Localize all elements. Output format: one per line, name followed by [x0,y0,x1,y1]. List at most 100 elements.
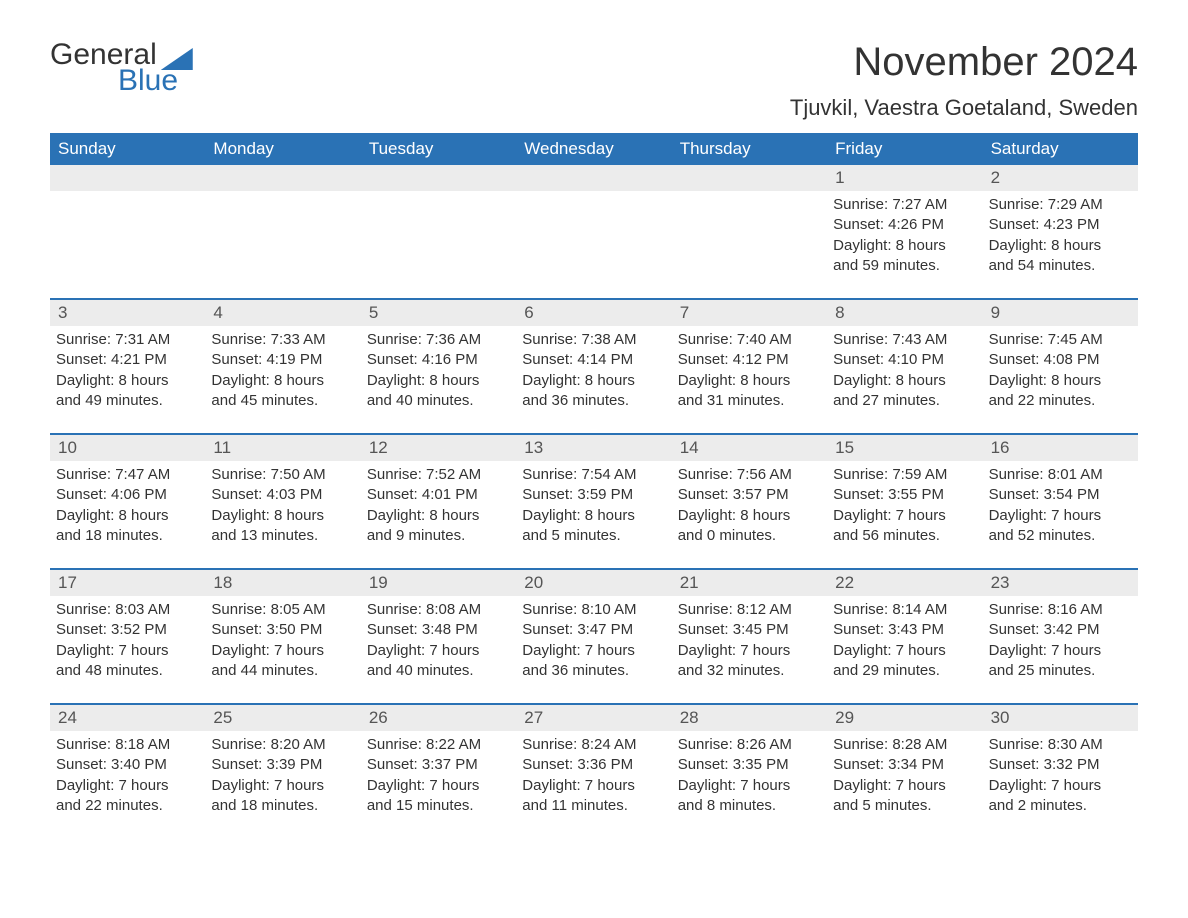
sunrise-line: Sunrise: 7:27 AM [833,195,974,215]
daylight-line: Daylight: 8 hours and 40 minutes. [367,371,508,412]
daynum-cell: 3 [50,300,205,326]
daylight-line: Daylight: 8 hours and 54 minutes. [989,236,1130,277]
day-cell: Sunrise: 8:01 AMSunset: 3:54 PMDaylight:… [983,461,1138,550]
sunset-line: Sunset: 4:19 PM [211,350,352,370]
day-cell [516,191,671,280]
sunrise-line: Sunrise: 7:40 AM [678,330,819,350]
page-header: General Blue November 2024 Tjuvkil, Vaes… [50,40,1138,121]
daylight-line: Daylight: 7 hours and 56 minutes. [833,506,974,547]
day-cell: Sunrise: 7:31 AMSunset: 4:21 PMDaylight:… [50,326,205,415]
sunrise-line: Sunrise: 8:26 AM [678,735,819,755]
sunset-line: Sunset: 4:01 PM [367,485,508,505]
daylight-line: Daylight: 8 hours and 22 minutes. [989,371,1130,412]
daynum-cell: 13 [516,435,671,461]
sunrise-line: Sunrise: 7:47 AM [56,465,197,485]
day-cell: Sunrise: 8:18 AMSunset: 3:40 PMDaylight:… [50,731,205,820]
day-cell: Sunrise: 7:47 AMSunset: 4:06 PMDaylight:… [50,461,205,550]
day-cell: Sunrise: 7:33 AMSunset: 4:19 PMDaylight:… [205,326,360,415]
sunrise-line: Sunrise: 7:31 AM [56,330,197,350]
daynum-cell: 8 [827,300,982,326]
sunset-line: Sunset: 3:35 PM [678,755,819,775]
daynum-cell: 5 [361,300,516,326]
sunset-line: Sunset: 3:52 PM [56,620,197,640]
daylight-line: Daylight: 8 hours and 59 minutes. [833,236,974,277]
daylight-line: Daylight: 8 hours and 36 minutes. [522,371,663,412]
daynum-cell: 20 [516,570,671,596]
dow-cell: Saturday [983,133,1138,165]
logo-text-2: Blue [50,66,193,96]
day-cell [50,191,205,280]
daynum-row: 17181920212223 [50,570,1138,596]
daynum-cell [516,165,671,191]
sunrise-line: Sunrise: 8:24 AM [522,735,663,755]
daynum-cell: 28 [672,705,827,731]
dow-cell: Tuesday [361,133,516,165]
sunset-line: Sunset: 3:48 PM [367,620,508,640]
day-cell [672,191,827,280]
weeks-container: 12Sunrise: 7:27 AMSunset: 4:26 PMDayligh… [50,165,1138,838]
day-cell: Sunrise: 7:45 AMSunset: 4:08 PMDaylight:… [983,326,1138,415]
daynum-row: 10111213141516 [50,435,1138,461]
sunset-line: Sunset: 3:45 PM [678,620,819,640]
sunrise-line: Sunrise: 7:29 AM [989,195,1130,215]
sunrise-line: Sunrise: 7:43 AM [833,330,974,350]
daylight-line: Daylight: 8 hours and 27 minutes. [833,371,974,412]
day-cell [361,191,516,280]
sunset-line: Sunset: 4:12 PM [678,350,819,370]
sunset-line: Sunset: 3:50 PM [211,620,352,640]
daynum-cell: 16 [983,435,1138,461]
daynum-cell: 18 [205,570,360,596]
sunset-line: Sunset: 3:43 PM [833,620,974,640]
sunset-line: Sunset: 4:14 PM [522,350,663,370]
sunset-line: Sunset: 3:40 PM [56,755,197,775]
sunset-line: Sunset: 3:36 PM [522,755,663,775]
sunset-line: Sunset: 3:57 PM [678,485,819,505]
day-cell: Sunrise: 7:54 AMSunset: 3:59 PMDaylight:… [516,461,671,550]
daynum-cell: 30 [983,705,1138,731]
daynum-cell: 14 [672,435,827,461]
sunrise-line: Sunrise: 7:36 AM [367,330,508,350]
day-cell: Sunrise: 7:38 AMSunset: 4:14 PMDaylight:… [516,326,671,415]
daynum-cell: 27 [516,705,671,731]
daylight-line: Daylight: 7 hours and 5 minutes. [833,776,974,817]
day-cell: Sunrise: 8:12 AMSunset: 3:45 PMDaylight:… [672,596,827,685]
sunset-line: Sunset: 4:08 PM [989,350,1130,370]
daylight-line: Daylight: 8 hours and 13 minutes. [211,506,352,547]
sunrise-line: Sunrise: 8:18 AM [56,735,197,755]
day-cell: Sunrise: 8:14 AMSunset: 3:43 PMDaylight:… [827,596,982,685]
sunrise-line: Sunrise: 8:22 AM [367,735,508,755]
daynum-cell: 25 [205,705,360,731]
title-block: November 2024 Tjuvkil, Vaestra Goetaland… [790,40,1138,121]
daynum-cell: 6 [516,300,671,326]
daylight-line: Daylight: 7 hours and 48 minutes. [56,641,197,682]
day-cell: Sunrise: 8:26 AMSunset: 3:35 PMDaylight:… [672,731,827,820]
daynum-cell: 1 [827,165,982,191]
calendar: SundayMondayTuesdayWednesdayThursdayFrid… [50,133,1138,838]
daylight-line: Daylight: 7 hours and 15 minutes. [367,776,508,817]
day-cell: Sunrise: 8:08 AMSunset: 3:48 PMDaylight:… [361,596,516,685]
daynum-cell [50,165,205,191]
daylight-line: Daylight: 8 hours and 9 minutes. [367,506,508,547]
sunset-line: Sunset: 3:39 PM [211,755,352,775]
daylight-line: Daylight: 7 hours and 22 minutes. [56,776,197,817]
daylight-line: Daylight: 7 hours and 44 minutes. [211,641,352,682]
sunrise-line: Sunrise: 8:16 AM [989,600,1130,620]
daynum-cell: 4 [205,300,360,326]
daylight-line: Daylight: 7 hours and 29 minutes. [833,641,974,682]
daylight-line: Daylight: 7 hours and 2 minutes. [989,776,1130,817]
dow-cell: Friday [827,133,982,165]
daynum-cell: 9 [983,300,1138,326]
sunrise-line: Sunrise: 8:30 AM [989,735,1130,755]
sunset-line: Sunset: 3:42 PM [989,620,1130,640]
sunset-line: Sunset: 4:06 PM [56,485,197,505]
week-body-row: Sunrise: 7:31 AMSunset: 4:21 PMDaylight:… [50,326,1138,433]
daylight-line: Daylight: 8 hours and 0 minutes. [678,506,819,547]
sunrise-line: Sunrise: 7:59 AM [833,465,974,485]
sunrise-line: Sunrise: 7:52 AM [367,465,508,485]
sunset-line: Sunset: 4:26 PM [833,215,974,235]
dow-cell: Wednesday [516,133,671,165]
daynum-cell: 29 [827,705,982,731]
sunrise-line: Sunrise: 7:38 AM [522,330,663,350]
day-cell: Sunrise: 7:43 AMSunset: 4:10 PMDaylight:… [827,326,982,415]
daylight-line: Daylight: 8 hours and 31 minutes. [678,371,819,412]
